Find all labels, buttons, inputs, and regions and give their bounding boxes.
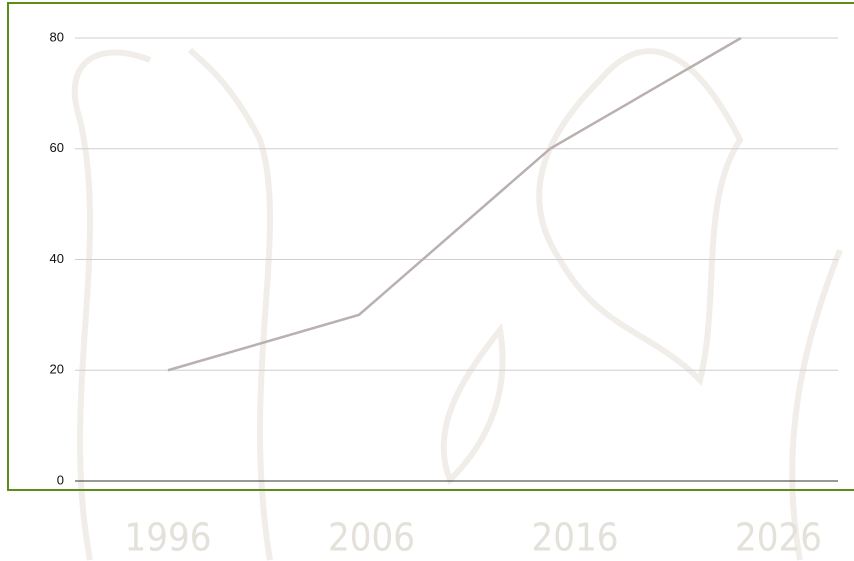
chart-frame [8, 3, 854, 490]
x-tick-label: 2026 [735, 516, 822, 560]
y-tick-label: 40 [50, 251, 64, 266]
chart: 0 20 40 60 80 1996 2006 2016 2026 [0, 0, 854, 561]
x-tick-label: 2016 [532, 516, 619, 560]
background-decoration [75, 50, 840, 560]
data-line [168, 38, 741, 370]
y-tick-label: 80 [50, 29, 64, 44]
y-tick-label: 20 [50, 362, 64, 377]
x-tick-label: 1996 [125, 516, 212, 560]
x-tick-label: 2006 [328, 516, 415, 560]
y-tick-label: 0 [57, 472, 64, 487]
y-tick-label: 60 [50, 140, 64, 155]
